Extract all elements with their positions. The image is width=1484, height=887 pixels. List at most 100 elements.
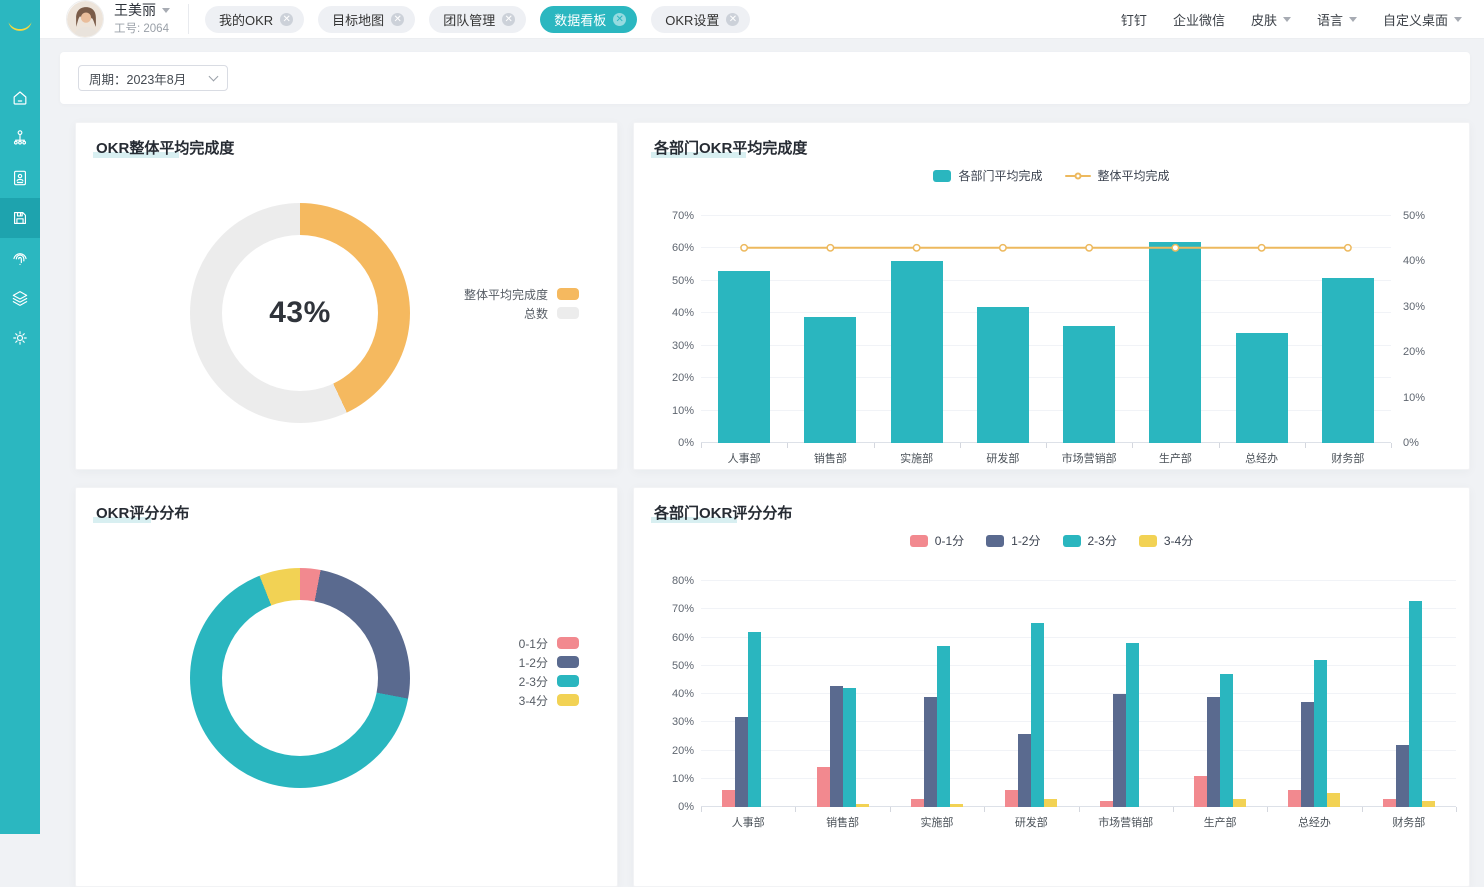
- legend-label: 3-4分: [518, 693, 548, 708]
- bar-1-2分[interactable]: [1112, 694, 1126, 807]
- bar-0-1分[interactable]: [1194, 775, 1208, 807]
- sidebar-item-settings[interactable]: [0, 318, 40, 358]
- donut-ring[interactable]: 43%: [190, 203, 410, 423]
- bar-2-3分[interactable]: [1220, 674, 1234, 807]
- bar-各部门平均完成[interactable]: [1149, 241, 1202, 443]
- avatar[interactable]: [66, 0, 104, 38]
- menu-item-dingtalk[interactable]: 钉钉: [1120, 12, 1147, 28]
- bar-2-3分[interactable]: [748, 631, 762, 807]
- close-icon[interactable]: ✕: [280, 12, 294, 26]
- line-point[interactable]: [1171, 243, 1180, 252]
- bar-1-2分[interactable]: [1207, 696, 1221, 807]
- bar-1-2分[interactable]: [1018, 733, 1032, 807]
- bar-3-4分[interactable]: [949, 804, 963, 807]
- line-point[interactable]: [826, 243, 835, 252]
- line-point[interactable]: [1085, 243, 1094, 252]
- bar-3-4分[interactable]: [1421, 801, 1435, 807]
- bar-各部门平均完成[interactable]: [976, 306, 1029, 443]
- tab-data-board[interactable]: 数据看板 ✕: [540, 5, 638, 33]
- sidebar-item-org-structure[interactable]: [0, 118, 40, 158]
- chart-legend: 各部门平均完成 整体平均完成: [634, 167, 1469, 184]
- period-select[interactable]: 周期：2023年8月: [78, 65, 228, 91]
- close-icon[interactable]: ✕: [391, 12, 405, 26]
- bar-各部门平均完成[interactable]: [718, 271, 771, 443]
- avatar-photo: [67, 1, 103, 37]
- legend-item[interactable]: 各部门平均完成: [933, 167, 1043, 184]
- app-logo[interactable]: [0, 0, 40, 56]
- legend-label: 整体平均完成: [1097, 169, 1170, 183]
- legend-item[interactable]: 3-4分: [518, 693, 579, 708]
- tab-my-okr[interactable]: 我的OKR ✕: [205, 5, 305, 33]
- x-axis-label: 销售部: [813, 453, 847, 465]
- menu-item-language[interactable]: 语言: [1317, 10, 1357, 29]
- line-point[interactable]: [912, 243, 921, 252]
- bar-2-3分[interactable]: [1408, 600, 1422, 807]
- tab-goal-map[interactable]: 目标地图 ✕: [318, 5, 416, 33]
- sidebar-item-layers[interactable]: [0, 278, 40, 318]
- tab-team-management[interactable]: 团队管理 ✕: [429, 5, 527, 33]
- sidebar-item-home[interactable]: [0, 78, 40, 118]
- line-point[interactable]: [740, 243, 749, 252]
- bar-0-1分[interactable]: [1382, 798, 1396, 807]
- bar-1-2分[interactable]: [735, 716, 749, 807]
- close-icon[interactable]: ✕: [726, 12, 740, 26]
- legend-item[interactable]: 2-3分: [519, 674, 579, 689]
- legend-item[interactable]: 整体平均完成: [1064, 167, 1170, 184]
- bar-3-4分[interactable]: [1327, 792, 1341, 807]
- line-point[interactable]: [1343, 243, 1352, 252]
- bar-1-2分[interactable]: [923, 696, 937, 807]
- bar-0-1分[interactable]: [816, 767, 830, 807]
- y-axis-tick: 30%: [671, 339, 694, 352]
- donut-ring[interactable]: [190, 568, 410, 788]
- sidebar-item-data-board[interactable]: [0, 198, 40, 238]
- bar-0-1分[interactable]: [1005, 790, 1019, 807]
- menu-item-skin[interactable]: 皮肤: [1251, 10, 1291, 29]
- menu-item-wecom[interactable]: 企业微信: [1172, 12, 1225, 28]
- legend-swatch: [557, 288, 579, 300]
- line-series[interactable]: [701, 216, 1391, 443]
- bar-0-1分[interactable]: [1288, 790, 1302, 807]
- bar-3-4分[interactable]: [1044, 798, 1058, 807]
- bar-3-4分[interactable]: [855, 804, 869, 807]
- legend-item[interactable]: 1-2分: [519, 655, 579, 670]
- line-point[interactable]: [1257, 243, 1266, 252]
- legend-item[interactable]: 1-2分: [986, 532, 1041, 549]
- legend-swatch: [1062, 534, 1081, 547]
- legend-item[interactable]: 整体平均完成度: [464, 287, 579, 302]
- bar-2-3分[interactable]: [1125, 643, 1139, 807]
- line-point[interactable]: [998, 243, 1007, 252]
- sidebar-item-document-user[interactable]: [0, 158, 40, 198]
- bar-2-3分[interactable]: [1031, 623, 1045, 807]
- gridline: [701, 580, 1456, 581]
- bar-2-3分[interactable]: [936, 645, 950, 807]
- bar-1-2分[interactable]: [1301, 702, 1315, 807]
- bar-各部门平均完成[interactable]: [1235, 332, 1288, 443]
- bar-2-3分[interactable]: [1314, 660, 1328, 807]
- bar-各部门平均完成[interactable]: [1063, 326, 1116, 443]
- bar-3-4分[interactable]: [1233, 798, 1247, 807]
- close-icon[interactable]: ✕: [613, 12, 627, 26]
- bar-各部门平均完成[interactable]: [890, 261, 943, 443]
- bar-0-1分[interactable]: [722, 790, 736, 807]
- legend-item[interactable]: 2-3分: [1062, 532, 1117, 549]
- bar-0-1分[interactable]: [1099, 801, 1113, 807]
- legend-item[interactable]: 总数: [464, 306, 579, 321]
- sidebar-item-fingerprint[interactable]: [0, 238, 40, 278]
- bar-1-2分[interactable]: [829, 685, 843, 807]
- legend-label: 0-1分: [518, 636, 548, 651]
- legend-item[interactable]: 0-1分: [518, 636, 579, 651]
- menu-item-custom-desktop[interactable]: 自定义桌面: [1383, 10, 1462, 29]
- legend-item[interactable]: 3-4分: [1138, 532, 1193, 549]
- tab-okr-settings[interactable]: OKR设置 ✕: [651, 5, 751, 33]
- bar-2-3分[interactable]: [842, 688, 856, 807]
- y-axis-tick: 80%: [671, 575, 694, 587]
- close-icon[interactable]: ✕: [502, 12, 516, 26]
- user-name[interactable]: 王美丽: [114, 2, 170, 20]
- bar-各部门平均完成[interactable]: [1321, 277, 1374, 443]
- bar-各部门平均完成[interactable]: [804, 316, 857, 443]
- line-legend-marker: [1064, 172, 1091, 179]
- bar-1-2分[interactable]: [1395, 744, 1409, 807]
- legend-item[interactable]: 0-1分: [909, 532, 964, 549]
- bar-0-1分[interactable]: [910, 798, 924, 807]
- gridline: [701, 344, 1391, 346]
